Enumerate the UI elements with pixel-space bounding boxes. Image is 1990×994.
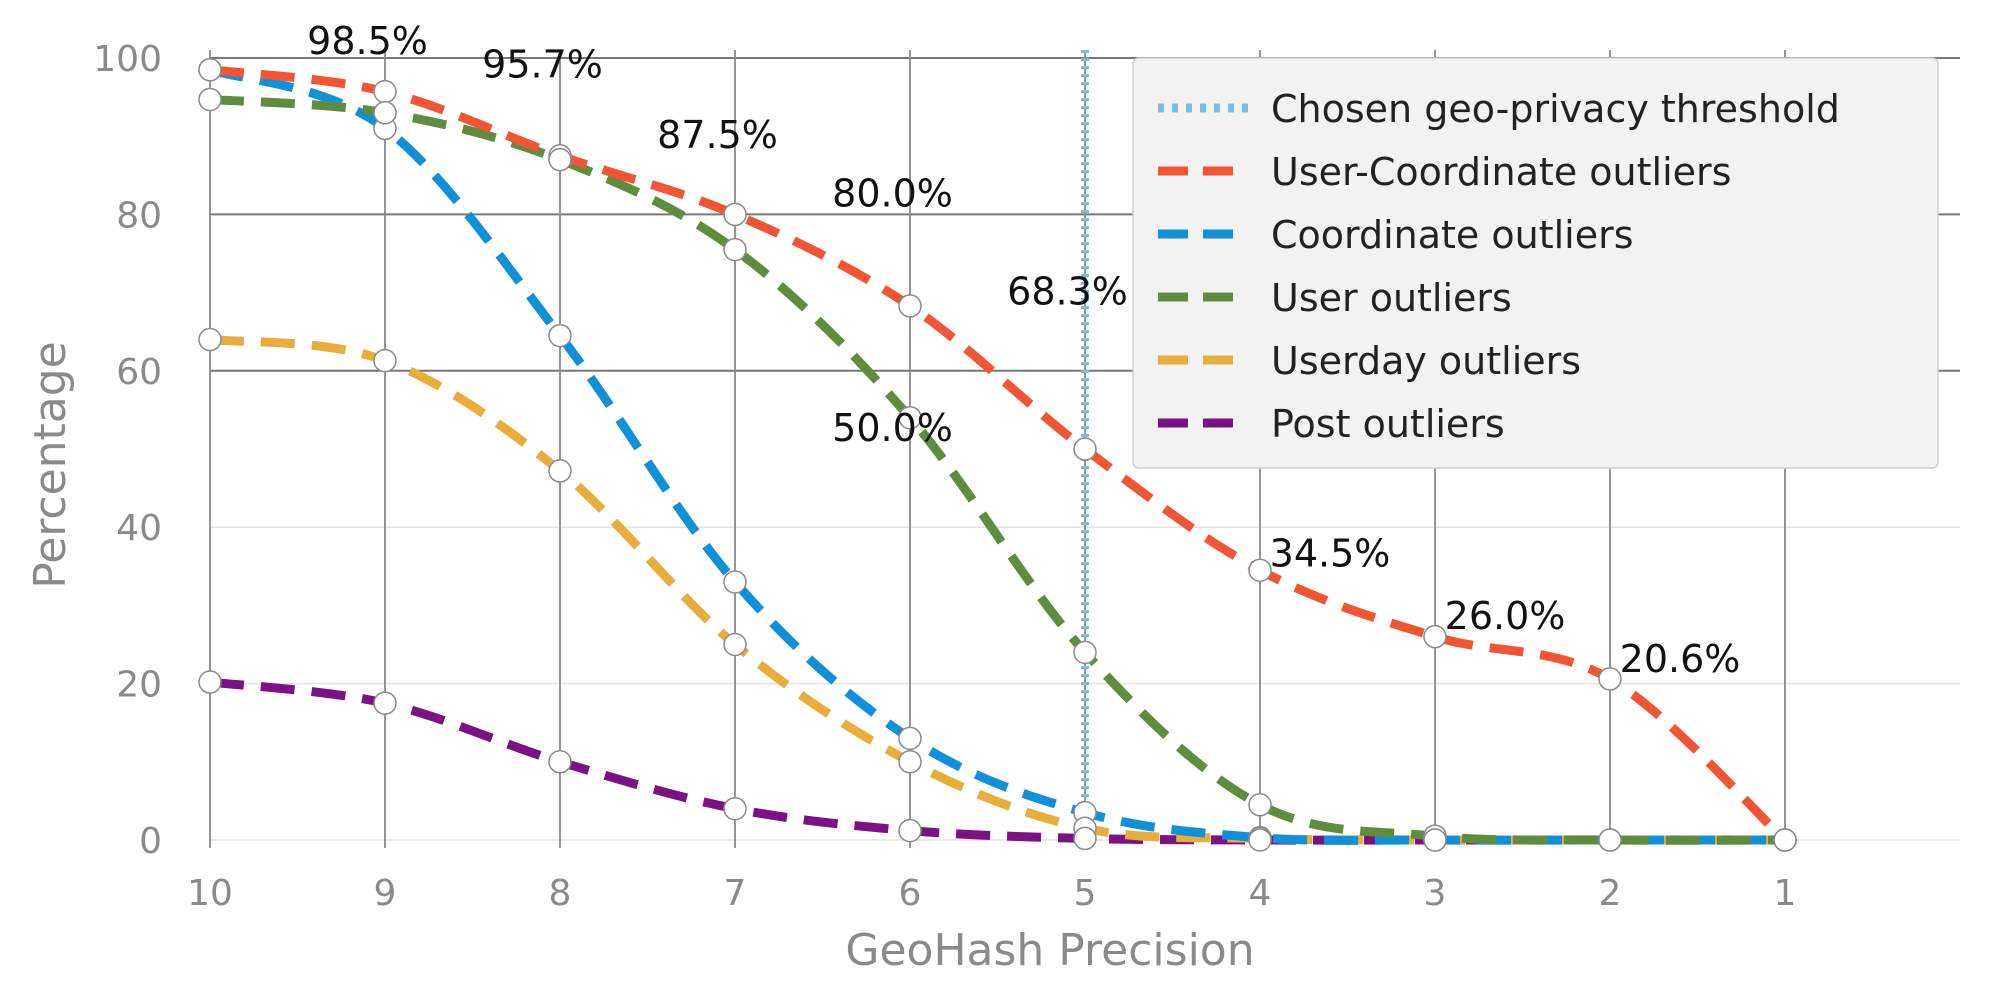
data-point bbox=[898, 294, 922, 318]
x-axis-title: GeoHash Precision bbox=[845, 925, 1254, 976]
data-point bbox=[1248, 793, 1272, 817]
y-axis-title: Percentage bbox=[25, 341, 76, 589]
data-point bbox=[1423, 624, 1447, 649]
data-label: 98.5% bbox=[307, 19, 428, 63]
data-point bbox=[1073, 437, 1097, 461]
x-tick-label: 3 bbox=[1424, 873, 1447, 914]
data-point bbox=[1598, 828, 1622, 852]
x-tick-label: 7 bbox=[724, 873, 747, 914]
data-label: 80.0% bbox=[832, 172, 953, 216]
data-point bbox=[1598, 667, 1622, 691]
data-point bbox=[723, 202, 747, 227]
data-point bbox=[1073, 640, 1097, 665]
data-point bbox=[198, 670, 222, 694]
data-markers bbox=[198, 57, 1797, 852]
series-line bbox=[209, 677, 1785, 845]
y-tick-label: 40 bbox=[116, 508, 162, 549]
data-label: 34.5% bbox=[1270, 531, 1391, 575]
y-tick-label: 80 bbox=[116, 195, 162, 236]
data-point bbox=[373, 100, 397, 125]
data-point bbox=[898, 726, 922, 751]
legend-box bbox=[1132, 57, 1939, 469]
x-tick-label: 2 bbox=[1599, 873, 1622, 914]
y-tick-label: 60 bbox=[116, 352, 162, 393]
data-point bbox=[898, 750, 922, 774]
y-tick-label: 20 bbox=[116, 665, 162, 706]
data-point bbox=[198, 87, 222, 112]
legend-label: Chosen geo-privacy threshold bbox=[1271, 87, 1840, 131]
axis-ticks: 0 20 40 60 80 100 10 9 8 7 6 5 4 3 2 1 bbox=[93, 39, 1796, 914]
x-tick-label: 1 bbox=[1774, 873, 1797, 914]
series-line bbox=[209, 94, 1786, 845]
legend-label: Userday outliers bbox=[1271, 339, 1581, 383]
data-label: 68.3% bbox=[1007, 269, 1128, 313]
x-tick-label: 5 bbox=[1074, 873, 1097, 914]
x-tick-label: 4 bbox=[1249, 873, 1272, 914]
y-tick-label: 0 bbox=[139, 821, 162, 862]
x-tick-label: 6 bbox=[899, 873, 922, 914]
data-label: 50.0% bbox=[832, 406, 953, 450]
data-point bbox=[723, 796, 747, 821]
data-point bbox=[373, 348, 397, 373]
x-tick-label: 8 bbox=[549, 873, 572, 914]
data-point bbox=[898, 818, 922, 843]
data-point bbox=[1773, 828, 1797, 852]
y-tick-label: 100 bbox=[93, 39, 162, 80]
data-point bbox=[1073, 826, 1097, 851]
series-line bbox=[209, 65, 1789, 844]
x-tick-label: 9 bbox=[374, 873, 397, 914]
data-point bbox=[898, 405, 922, 430]
legend-label: Post outliers bbox=[1271, 402, 1505, 446]
data-point bbox=[373, 691, 397, 715]
data-label: 87.5% bbox=[657, 113, 778, 157]
data-label: 26.0% bbox=[1445, 594, 1566, 638]
data-labels: 98.5% 95.7% 87.5% 80.0% 68.3% 50.0% 34.5% 26.0%… bbox=[307, 19, 1740, 681]
data-point bbox=[723, 632, 747, 657]
data-point bbox=[1248, 828, 1272, 852]
series-line bbox=[208, 65, 1785, 845]
data-point bbox=[548, 459, 572, 483]
data-point bbox=[548, 147, 572, 172]
data-point bbox=[1248, 558, 1272, 582]
legend-label: Coordinate outliers bbox=[1271, 213, 1634, 257]
data-point bbox=[548, 323, 572, 348]
data-point bbox=[198, 57, 222, 82]
data-point bbox=[373, 79, 397, 104]
data-point bbox=[198, 327, 222, 352]
legend-label: User outliers bbox=[1271, 276, 1512, 320]
x-tick-label: 10 bbox=[187, 873, 233, 914]
data-point bbox=[723, 570, 747, 594]
series-lines bbox=[208, 65, 1789, 845]
data-point bbox=[723, 237, 747, 262]
data-label: 95.7% bbox=[482, 43, 603, 87]
legend-label: User-Coordinate outliers bbox=[1271, 150, 1731, 194]
legend: Chosen geo-privacy threshold User-Coordin… bbox=[1132, 57, 1939, 469]
data-point bbox=[1423, 828, 1447, 852]
data-label: 20.6% bbox=[1620, 637, 1741, 681]
data-point bbox=[548, 750, 572, 774]
